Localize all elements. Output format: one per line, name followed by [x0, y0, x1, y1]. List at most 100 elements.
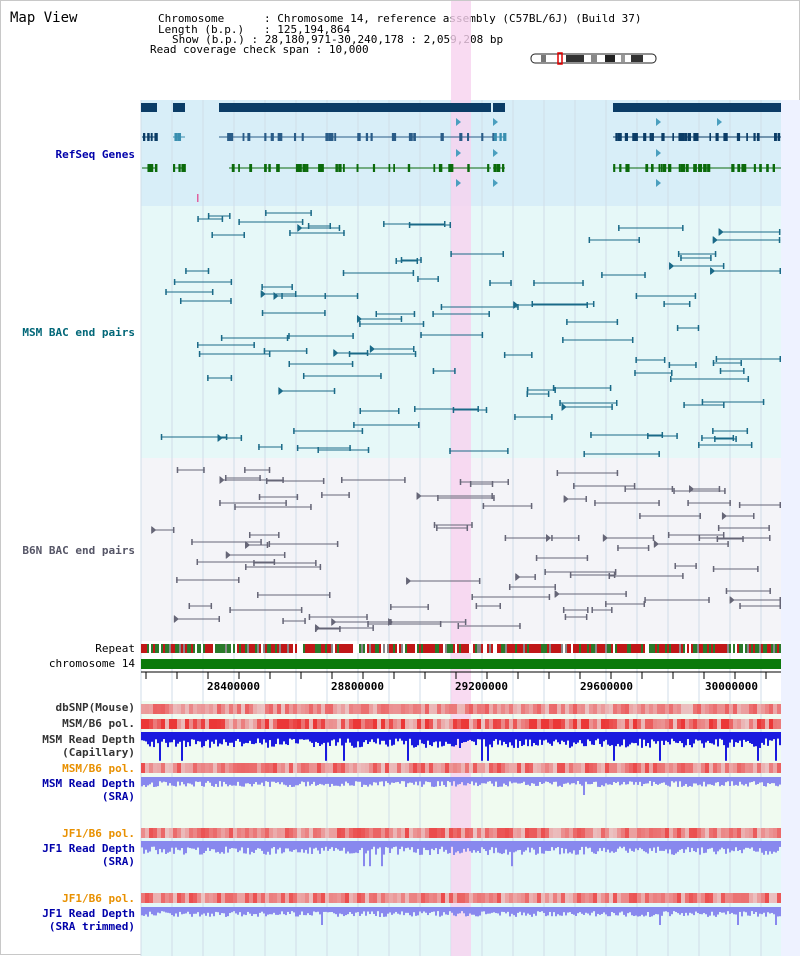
depth-bar — [629, 907, 631, 913]
msm-pair-end — [443, 221, 446, 227]
depth-bar — [309, 841, 311, 848]
heat-cell — [181, 704, 185, 714]
depth-bar — [777, 732, 779, 739]
depth-bar — [273, 732, 275, 747]
repeat-mark — [223, 644, 225, 653]
depth-bar — [727, 777, 729, 782]
depth-bar — [517, 732, 519, 748]
msm-pair-end — [514, 414, 516, 420]
gene-exon — [503, 133, 506, 141]
depth-bar — [323, 841, 325, 851]
depth-bar — [147, 777, 149, 786]
chromosome-bar[interactable] — [141, 659, 781, 669]
b6n-pair-end — [282, 618, 284, 624]
track-label-dbsnp[interactable]: dbSNP(Mouse) — [55, 701, 135, 714]
msm-pair-end — [488, 311, 490, 317]
msm-pair-end — [305, 348, 308, 354]
msm-bac-end-pairs[interactable] — [160, 210, 781, 457]
track-label-jf1-pol-1[interactable]: JF1/B6 pol. — [62, 827, 135, 840]
repeat-mark — [659, 644, 661, 653]
track-label-msm-depth-capillary[interactable]: MSM Read Depth (Capillary) — [42, 733, 135, 759]
heat-cell — [277, 704, 281, 714]
depth-bar — [627, 777, 629, 785]
heat-cell — [385, 893, 389, 903]
heat-cell — [545, 719, 549, 729]
heat-cell — [393, 893, 397, 903]
depth-bar — [651, 732, 653, 740]
msm-pair-end — [719, 368, 722, 374]
repeat-mark — [421, 644, 423, 653]
repeat-mark — [155, 644, 157, 653]
highlight-region[interactable] — [451, 1, 471, 956]
track-label-msm-pol-2[interactable]: MSM/B6 pol. — [62, 762, 135, 775]
depth-bar — [659, 777, 661, 784]
depth-bar — [399, 841, 401, 850]
depth-bar — [555, 732, 557, 740]
depth-bar — [623, 777, 625, 782]
depth-bar — [295, 732, 297, 744]
heat-cell — [617, 828, 621, 838]
heat-cell — [717, 704, 721, 714]
b6n-bac-end-pairs[interactable] — [151, 467, 781, 632]
depth-bar — [527, 907, 529, 914]
refseq-gene-models[interactable] — [141, 103, 781, 202]
b6n-pair-end — [625, 591, 627, 597]
heat-cell — [261, 828, 265, 838]
repeat-mark — [431, 644, 433, 653]
heat-cell — [617, 893, 621, 903]
msm-pair-arrow — [369, 345, 375, 353]
depth-bar — [201, 841, 203, 855]
heat-cell — [417, 893, 421, 903]
msm-pair-end — [712, 428, 714, 434]
repeat-mark — [545, 644, 547, 653]
heat-cell — [241, 704, 245, 714]
depth-bar — [431, 907, 433, 912]
depth-bar — [425, 907, 427, 913]
b6n-pair-end — [322, 478, 325, 484]
heat-cell — [389, 704, 393, 714]
depth-bar — [705, 732, 707, 743]
heat-cell — [341, 704, 345, 714]
depth-bar — [143, 732, 145, 741]
repeat-mark — [523, 644, 525, 653]
depth-bar — [539, 777, 541, 783]
heat-cell — [405, 828, 409, 838]
repeat-mark — [537, 644, 539, 653]
track-label-msm-depth-sra[interactable]: MSM Read Depth (SRA) — [42, 777, 135, 803]
track-label-jf1-pol-2[interactable]: JF1/B6 pol. — [62, 892, 135, 905]
depth-bar — [467, 907, 469, 916]
depth-bar — [241, 777, 243, 787]
track-label-msm-bac[interactable]: MSM BAC end pairs — [22, 326, 135, 339]
heat-cell — [673, 719, 677, 729]
repeat-mark — [679, 644, 681, 653]
heat-cell — [413, 719, 417, 729]
heat-cell — [537, 704, 541, 714]
b6n-pair-arrow — [721, 512, 727, 520]
depth-bar — [271, 841, 273, 849]
heat-cell — [717, 763, 721, 773]
depth-bar — [591, 841, 593, 852]
gene-arrow — [456, 179, 461, 187]
depth-bar — [337, 907, 339, 917]
b6n-pair-end — [238, 577, 240, 583]
depth-bar — [657, 777, 659, 785]
depth-bar — [439, 907, 441, 917]
depth-bar — [615, 841, 617, 852]
gene-exon — [766, 164, 769, 172]
depth-bar — [213, 732, 215, 744]
track-label-msm-pol-1[interactable]: MSM/B6 pol. — [62, 717, 135, 730]
msm-pair-end — [722, 263, 725, 269]
depth-bar — [391, 732, 393, 746]
chromosome-ideogram[interactable] — [530, 52, 657, 65]
depth-bar — [439, 841, 441, 850]
track-label-jf1-depth-trimmed[interactable]: JF1 Read Depth (SRA trimmed) — [42, 907, 135, 933]
track-label-b6n-bac[interactable]: B6N BAC end pairs — [22, 544, 135, 557]
track-label-jf1-depth-sra[interactable]: JF1 Read Depth (SRA) — [42, 842, 135, 868]
heat-cell — [225, 893, 229, 903]
track-label-refseq[interactable]: RefSeq Genes — [55, 148, 135, 161]
gene-exon — [227, 133, 231, 141]
depth-bar — [233, 777, 235, 786]
heat-cell — [709, 763, 713, 773]
heat-cell — [333, 763, 337, 773]
